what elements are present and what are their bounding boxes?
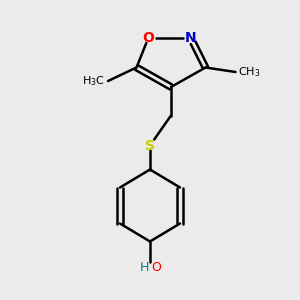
Text: H$_3$C: H$_3$C bbox=[82, 74, 105, 88]
Text: H: H bbox=[139, 261, 149, 274]
Text: O: O bbox=[142, 31, 154, 44]
Text: CH$_3$: CH$_3$ bbox=[238, 65, 261, 79]
Text: O: O bbox=[152, 261, 161, 274]
Text: S: S bbox=[145, 139, 155, 152]
Text: N: N bbox=[185, 31, 196, 44]
